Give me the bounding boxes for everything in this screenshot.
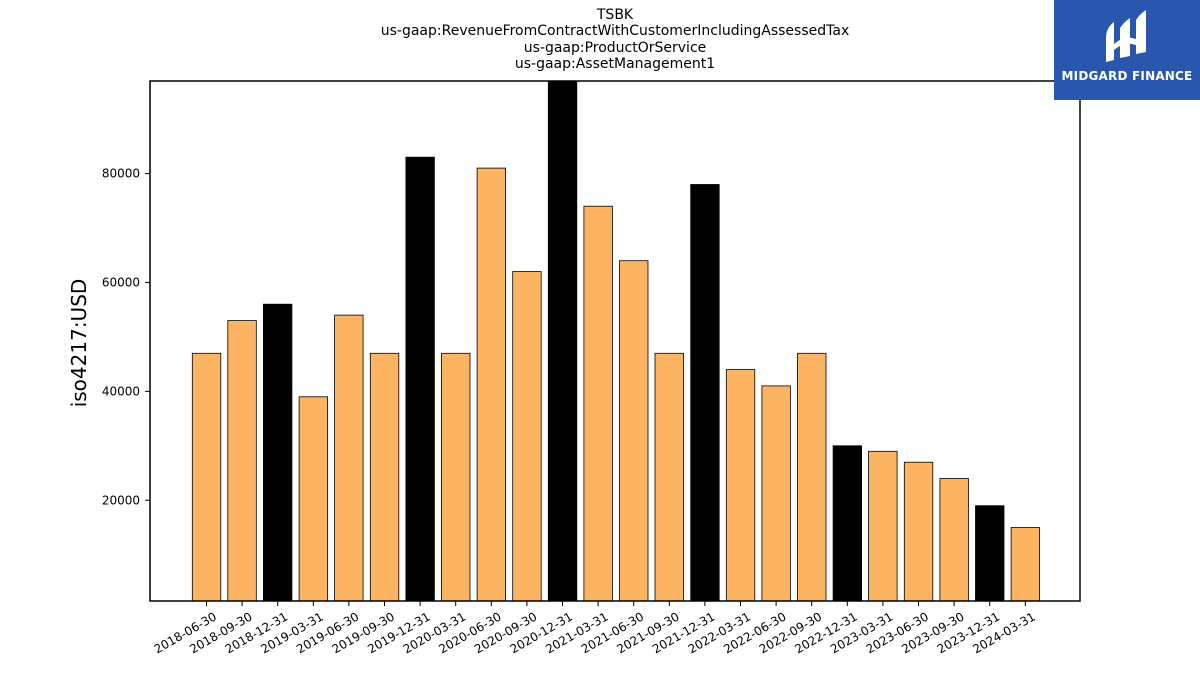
bar-2019-03-31 [298,396,329,602]
chart-title-line-4: us-gaap:AssetManagement1 [514,56,716,72]
bar-2020-09-30 [512,271,542,602]
logo-text: MIDGARD FINANCE [1061,69,1193,83]
bar-2024-03-31 [1010,527,1040,602]
y-axis-label: iso4217:USD [67,279,91,408]
bar-2022-03-31 [725,369,756,602]
bar-2019-12-31 [405,156,435,602]
bar-2018-12-31 [262,303,293,602]
bar-2021-09-30 [654,352,684,602]
bar-2021-06-30 [619,260,649,602]
bar-2018-06-30 [191,352,222,602]
bar-2023-03-31 [868,450,898,602]
bar-2023-09-30 [939,478,969,602]
y-tick-label: 20000 [102,493,140,507]
bar-2022-06-30 [761,385,791,602]
bar-2018-09-30 [227,320,257,602]
bar-2023-12-31 [975,505,1005,602]
y-tick-label: 80000 [102,167,140,181]
y-tick-label: 40000 [102,384,140,398]
bar-2021-03-31 [583,205,613,602]
midgard-logo-icon [1106,10,1146,62]
bar-2020-03-31 [441,352,471,602]
plot-frame [149,80,1081,602]
bar-2020-06-30 [476,167,507,602]
bar-2023-06-30 [903,461,934,602]
bar-2020-12-31 [547,80,578,602]
bar-2022-12-31 [832,445,862,602]
bar-2019-06-30 [334,314,364,602]
y-tick-label: 60000 [102,275,140,289]
chart-title-line-2: us-gaap:RevenueFromContractWithCustomerI… [380,23,850,39]
bar-2021-12-31 [690,184,720,602]
bar-2019-09-30 [369,352,400,602]
chart-title-line-1: TSBK [596,7,634,23]
chart-title-line-3: us-gaap:ProductOrService [523,40,707,56]
midgard-finance-logo: MIDGARD FINANCE [1054,0,1200,100]
bar-2022-09-30 [797,352,827,602]
